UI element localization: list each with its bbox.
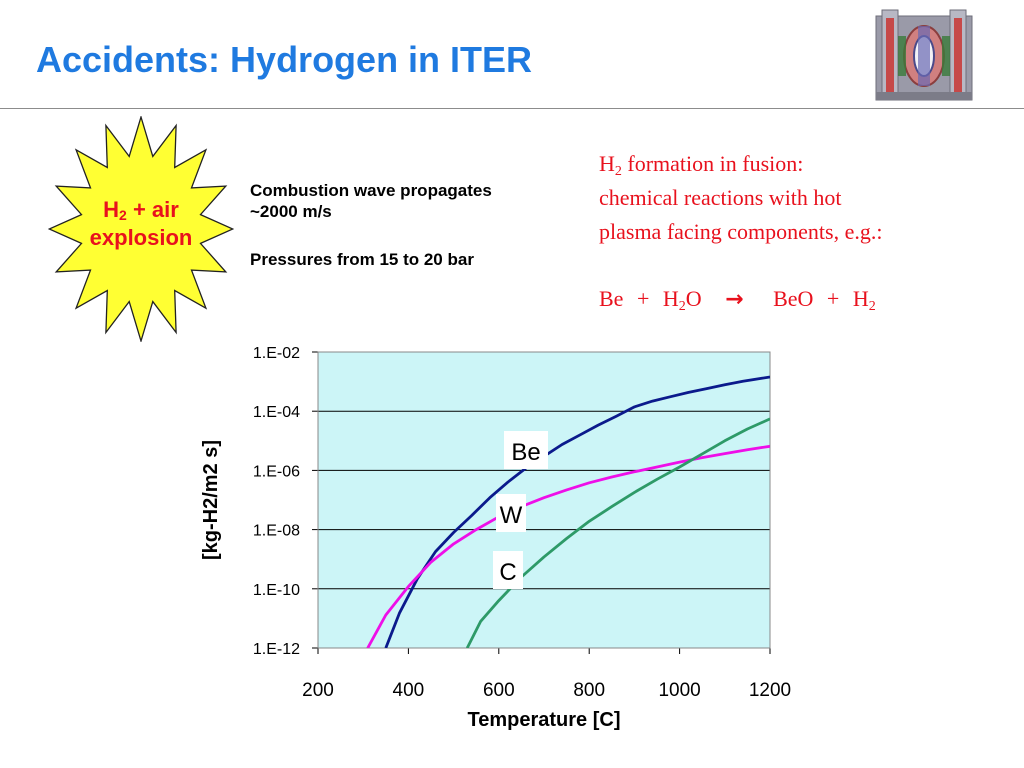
formation-sub: 2 — [614, 164, 622, 179]
reaction-beo: BeO — [773, 286, 814, 311]
y-tick-label: 1.E-12 — [253, 641, 300, 658]
reaction-h2: H2 — [853, 284, 876, 314]
formation-h: H — [599, 151, 615, 176]
x-tick-label: 600 — [483, 680, 515, 701]
series-label-c: C — [499, 559, 516, 586]
x-tick-label: 1000 — [658, 680, 700, 701]
pressures-text: Pressures from 15 to 20 bar — [250, 250, 474, 269]
y-tick-label: 1.E-04 — [253, 404, 300, 421]
reaction-plus-1: + — [636, 286, 650, 311]
reaction-plus-2: + — [826, 286, 840, 311]
explosion-starburst-icon — [48, 116, 234, 342]
explosion-rest: + air — [126, 197, 179, 222]
y-tick-label: 1.E-02 — [253, 345, 300, 362]
x-tick-label: 200 — [302, 680, 334, 701]
reaction-h2o-sub: 2 — [678, 299, 686, 314]
reaction-h2-sub: 2 — [868, 299, 876, 314]
x-tick-label: 400 — [393, 680, 425, 701]
x-tick-label: 800 — [573, 680, 605, 701]
reaction-equation: Be + H2O → BeO + H2 — [599, 284, 1019, 315]
explosion-line2: explosion — [89, 225, 193, 250]
reaction-h2o-o: O — [685, 286, 702, 311]
reaction-arrow-icon: → — [725, 287, 744, 312]
slide-title: Accidents: Hydrogen in ITER — [36, 39, 533, 80]
series-label-w: W — [500, 502, 523, 529]
formation-line3: plasma facing components, e.g.: — [599, 219, 883, 244]
reaction-be: Be — [599, 286, 624, 311]
y-tick-label: 1.E-08 — [253, 523, 300, 540]
x-axis-label: Temperature [C] — [468, 709, 621, 731]
plot-border — [317, 351, 771, 649]
explosion-label: H2 + air explosion — [48, 196, 234, 252]
y-tick-label: 1.E-06 — [253, 463, 300, 480]
reaction-h2-h: H — [852, 286, 869, 311]
hydrogen-production-chart: 1.E-12 1.E-10 1.E-08 1.E-06 1.E-04 1.E-02 200 4… — [200, 345, 791, 731]
formation-line1-rest: formation in fusion: — [621, 151, 804, 176]
series-line-be — [384, 375, 770, 648]
iter-tokamak-cutaway-icon — [875, 9, 973, 101]
plot-area — [318, 352, 770, 648]
y-tick-label: 1.E-10 — [253, 582, 300, 599]
combustion-text: Combustion wave propagates ~2000 m/s — [250, 181, 492, 221]
reaction-h2o: H2O — [663, 284, 702, 314]
explosion-sub: 2 — [119, 207, 127, 223]
title-divider — [0, 108, 1024, 109]
series-label-be: Be — [511, 439, 540, 466]
x-tick-label: 1200 — [749, 680, 791, 701]
explosion-h: H — [103, 197, 120, 222]
series-label-box-c — [493, 551, 523, 589]
series-line-c — [465, 417, 770, 648]
reaction-h2o-h: H — [662, 286, 679, 311]
series-line-w — [366, 444, 770, 648]
h2-formation-text: H2 formation in fusion: chemical reactio… — [599, 147, 999, 249]
series-label-box-be — [504, 431, 548, 469]
formation-line2: chemical reactions with hot — [599, 185, 842, 210]
y-axis-label: [kg-H2/m2 s] — [200, 440, 222, 560]
series-label-box-w — [496, 494, 526, 532]
